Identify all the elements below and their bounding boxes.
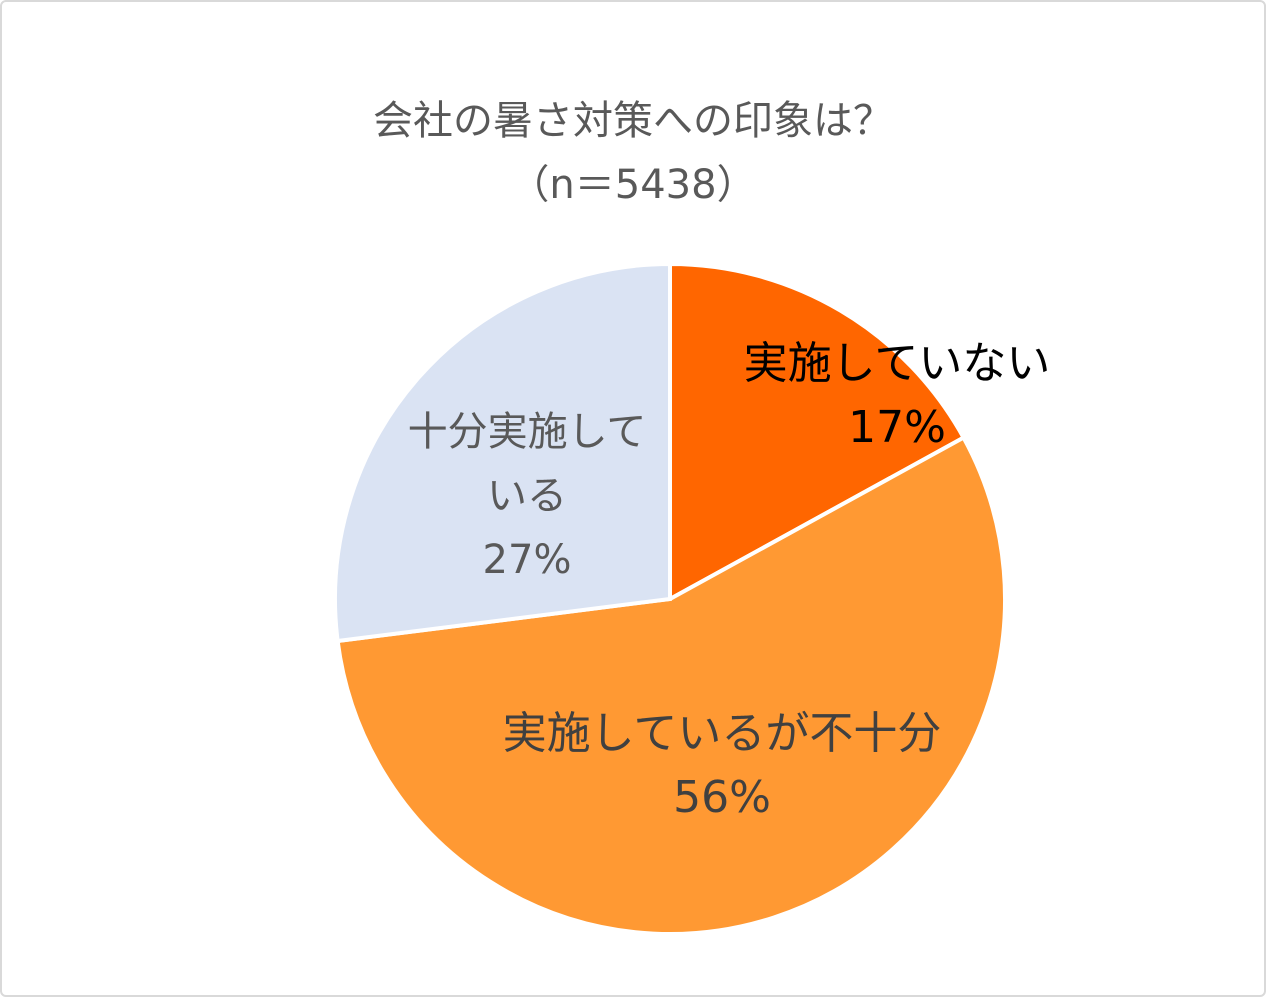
pie-slice: [333, 261, 672, 644]
category-label: 十分実施している: [407, 409, 647, 519]
value-label: 56%: [673, 772, 771, 823]
value-label: 27%: [482, 537, 572, 583]
category-label: 実施しているが不十分: [502, 708, 942, 759]
slice-label: 実施していない 17%: [687, 332, 1107, 460]
pie-slice: [668, 261, 967, 603]
slice-label: 十分実施している 27%: [407, 400, 647, 592]
chart-title: 会社の暑さ対策への印象は？: [373, 98, 893, 144]
slice-label: 実施しているが不十分 56%: [422, 702, 1022, 830]
pie-slice: [335, 434, 1007, 937]
chart-subtitle: （n＝5438）: [509, 162, 757, 208]
category-label: 実施していない: [743, 338, 1051, 389]
value-label: 17%: [848, 402, 946, 453]
